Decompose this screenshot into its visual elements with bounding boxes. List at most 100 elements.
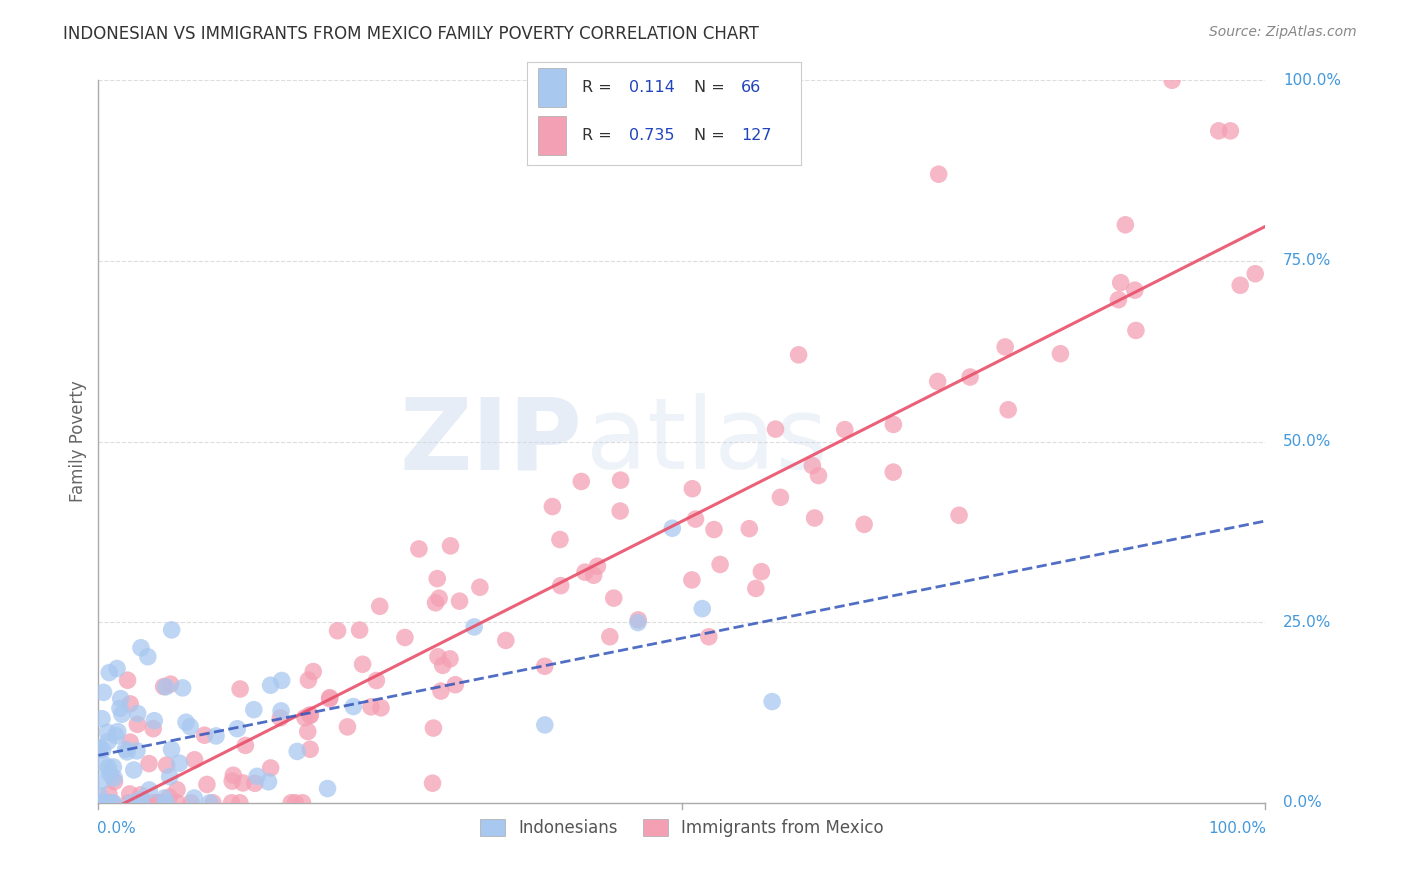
Point (174, 715, 197, 730)
Point (103, 796, 125, 810)
Point (259, 678, 281, 692)
Point (179, 720, 201, 734)
Point (297, 673, 319, 687)
Point (107, 724, 129, 739)
Point (229, 681, 252, 696)
Point (98, 767, 121, 781)
Point (98, 796, 121, 810)
Point (143, 714, 166, 728)
FancyBboxPatch shape (538, 68, 565, 106)
Point (370, 701, 392, 715)
Point (439, 652, 461, 666)
Point (183, 791, 205, 805)
Text: N =: N = (695, 79, 730, 95)
Point (432, 658, 454, 673)
Point (180, 796, 202, 810)
Point (157, 790, 180, 805)
Point (169, 756, 191, 771)
Point (284, 796, 307, 810)
Point (697, 630, 720, 644)
Point (160, 742, 183, 756)
Text: 50.0%: 50.0% (1282, 434, 1331, 449)
Point (285, 744, 308, 758)
Point (463, 620, 485, 634)
Point (366, 673, 388, 688)
Point (205, 729, 228, 743)
Point (280, 796, 302, 810)
Text: INDONESIAN VS IMMIGRANTS FROM MEXICO FAMILY POVERTY CORRELATION CHART: INDONESIAN VS IMMIGRANTS FROM MEXICO FAM… (63, 25, 759, 43)
Point (336, 720, 359, 734)
Point (89, 740, 111, 755)
Point (582, 568, 605, 582)
Point (541, 500, 564, 514)
Point (103, 760, 125, 774)
Point (94, 796, 117, 810)
Point (690, 601, 713, 615)
Text: R =: R = (582, 128, 617, 143)
Point (260, 761, 283, 775)
Point (115, 745, 138, 759)
Point (765, 422, 787, 436)
Point (299, 708, 322, 723)
Point (127, 706, 149, 721)
Point (751, 565, 773, 579)
Point (681, 573, 703, 587)
Point (134, 796, 156, 810)
Point (994, 340, 1017, 354)
Point (685, 512, 707, 526)
Point (118, 787, 141, 801)
Point (609, 473, 631, 487)
Point (129, 640, 152, 655)
Text: R =: R = (582, 79, 617, 95)
Point (93, 757, 115, 772)
Point (349, 623, 371, 637)
Point (101, 796, 124, 810)
Point (127, 717, 149, 731)
Text: 127: 127 (741, 128, 772, 143)
Point (195, 777, 218, 791)
Point (138, 756, 160, 771)
Point (111, 707, 134, 722)
Point (627, 615, 650, 630)
Point (430, 684, 453, 698)
Point (97, 734, 120, 748)
Point (114, 742, 136, 756)
Point (125, 744, 148, 758)
Point (105, 661, 128, 675)
Point (89, 796, 111, 810)
Point (129, 788, 152, 802)
Point (468, 580, 491, 594)
Point (609, 504, 631, 518)
Text: N =: N = (695, 128, 730, 143)
Point (229, 796, 252, 810)
Text: 0.0%: 0.0% (1282, 796, 1322, 810)
Point (853, 517, 876, 532)
Text: atlas: atlas (586, 393, 828, 490)
Point (807, 468, 830, 483)
Point (93, 685, 115, 699)
Y-axis label: Family Poverty: Family Poverty (69, 381, 87, 502)
Point (709, 558, 731, 572)
Point (1123, 283, 1146, 297)
Point (128, 796, 150, 810)
Point (427, 591, 450, 606)
Point (155, 796, 177, 810)
Point (1114, 218, 1136, 232)
Point (104, 729, 127, 743)
Point (91, 712, 114, 726)
Point (1125, 323, 1147, 337)
Text: ZIP: ZIP (399, 393, 582, 490)
Point (426, 572, 449, 586)
Point (226, 722, 249, 736)
Point (159, 677, 181, 691)
Point (326, 624, 349, 638)
Point (90, 796, 112, 810)
Point (125, 796, 148, 810)
Point (243, 703, 266, 717)
Point (110, 691, 132, 706)
Point (142, 796, 165, 810)
Point (89, 796, 111, 810)
Text: 0.735: 0.735 (628, 128, 675, 143)
Point (368, 599, 391, 614)
Point (91, 743, 114, 757)
